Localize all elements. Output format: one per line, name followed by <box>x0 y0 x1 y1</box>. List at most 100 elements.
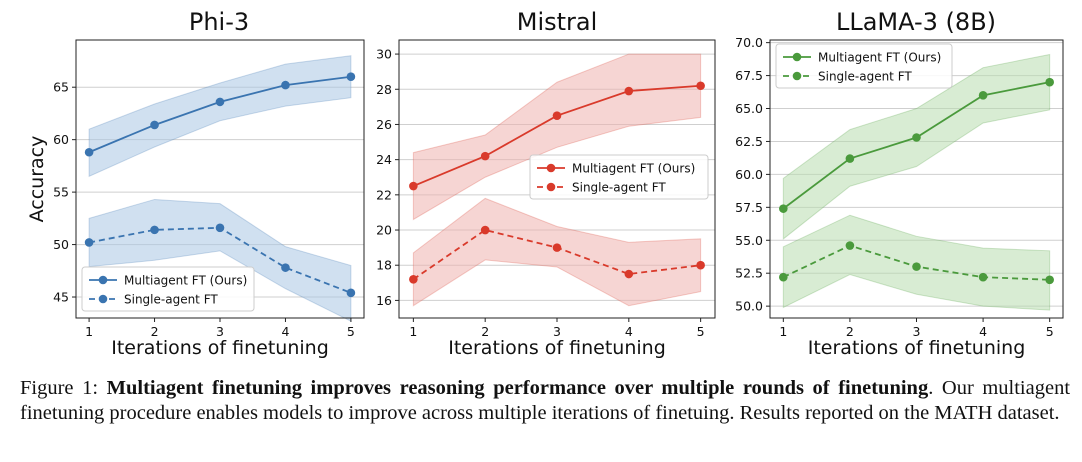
x-tick-label: 2 <box>846 324 854 339</box>
y-tick-label: 28 <box>376 82 392 97</box>
y-tick-label: 26 <box>376 117 392 132</box>
legend-label-2: Single-agent FT <box>572 181 666 195</box>
data-point <box>409 181 418 191</box>
legend-label-1: Multiagent FT (Ours) <box>818 51 941 65</box>
y-tick-label: 24 <box>376 152 392 167</box>
data-point <box>845 241 855 250</box>
legend-marker-1 <box>98 275 108 285</box>
data-point <box>150 120 159 130</box>
legend-marker-1 <box>792 52 802 62</box>
caption-text: . Our multiagent finetuning procedure en… <box>20 377 1071 424</box>
confidence-band-1 <box>412 53 702 221</box>
y-tick-label: 67.5 <box>735 68 763 83</box>
data-point <box>281 263 290 272</box>
x-tick-label: 3 <box>216 324 224 339</box>
x-tick-label: 1 <box>409 324 417 339</box>
x-tick-label: 1 <box>85 324 93 339</box>
data-point <box>552 243 562 252</box>
data-point <box>84 238 94 247</box>
legend-box <box>81 266 255 312</box>
legend-marker-2 <box>98 294 108 304</box>
data-point <box>346 288 356 298</box>
data-point <box>409 274 418 284</box>
data-point <box>1045 275 1054 285</box>
y-tick-label: 65 <box>53 80 69 95</box>
x-axis-label: Iterations of finetuning <box>808 337 1026 359</box>
x-axis-label: Iterations of finetuning <box>111 337 329 359</box>
x-tick-label: 4 <box>979 324 987 339</box>
data-point <box>779 204 788 213</box>
y-tick-label: 60 <box>53 132 69 147</box>
x-tick-label: 3 <box>913 324 921 339</box>
legend-box <box>775 43 953 89</box>
legend-marker-2 <box>546 182 556 192</box>
data-point <box>978 272 988 282</box>
x-tick-label: 5 <box>1046 324 1054 339</box>
y-tick-label: 16 <box>376 293 392 308</box>
y-tick-label: 62.5 <box>735 134 763 149</box>
y-tick-label: 52.5 <box>735 266 763 281</box>
data-point <box>696 81 705 91</box>
chart-title: LLaMA-3 (8B) <box>836 8 996 36</box>
x-tick-label: 4 <box>281 324 289 339</box>
data-point <box>845 154 855 163</box>
legend-label-2: Single-agent FT <box>818 70 912 84</box>
data-point <box>912 262 921 271</box>
legend-label-1: Multiagent FT (Ours) <box>124 274 247 288</box>
x-tick-label: 2 <box>151 324 159 339</box>
legend-box <box>529 154 709 200</box>
y-tick-label: 57.5 <box>735 200 763 215</box>
y-tick-label: 45 <box>53 290 69 305</box>
legend-marker-1 <box>546 163 556 173</box>
data-point <box>1045 77 1054 87</box>
x-axis-label: Iterations of finetuning <box>448 337 666 359</box>
data-point <box>480 151 490 161</box>
confidence-band-1 <box>782 53 1051 240</box>
data-point <box>281 80 290 90</box>
x-tick-label: 5 <box>347 324 355 339</box>
caption-bold: Multiagent finetuning improves reasoning… <box>106 377 929 399</box>
data-point <box>978 91 988 100</box>
data-point <box>624 269 634 279</box>
data-point <box>912 133 921 142</box>
y-tick-label: 20 <box>376 223 392 238</box>
confidence-band-1 <box>88 55 352 178</box>
data-point <box>779 272 788 282</box>
chart-3: 50.0 52.5 55.0 57.5 60.0 62.5 65.0 67.5 70.0 1 2 3 4… <box>735 8 1064 359</box>
x-tick-label: 2 <box>481 324 489 339</box>
data-point <box>215 97 225 107</box>
data-point <box>624 86 634 96</box>
data-point <box>84 147 94 157</box>
data-point <box>552 111 562 120</box>
chart-title: Phi-3 <box>189 8 249 36</box>
x-tick-label: 3 <box>553 324 561 339</box>
x-tick-label: 4 <box>625 324 633 339</box>
y-tick-label: 30 <box>376 47 392 62</box>
legend-marker-2 <box>792 71 802 81</box>
y-tick-label: 50.0 <box>735 299 763 314</box>
x-tick-label: 1 <box>779 324 787 339</box>
legend-label-2: Single-agent FT <box>124 293 218 307</box>
y-tick-label: 70.0 <box>735 35 763 50</box>
chart-2: 16 18 20 22 24 26 28 30 1 2 3 4 5 Mistral Iterations o… <box>376 8 716 359</box>
chart-title: Mistral <box>517 8 598 36</box>
data-point <box>696 260 705 270</box>
y-tick-label: 60.0 <box>735 167 763 182</box>
figure-caption: Figure 1: Multiagent finetuning improves… <box>20 376 1070 426</box>
data-point <box>215 223 225 233</box>
caption-label: Figure 1: <box>20 377 99 399</box>
y-tick-label: 65.0 <box>735 101 763 116</box>
legend-label-1: Multiagent FT (Ours) <box>572 162 695 176</box>
data-point <box>150 225 159 235</box>
x-tick-label: 5 <box>697 324 705 339</box>
y-axis-label: Accuracy <box>26 136 48 223</box>
y-tick-label: 22 <box>376 187 392 202</box>
data-point <box>346 72 356 82</box>
y-tick-label: 18 <box>376 258 392 273</box>
y-tick-label: 55 <box>53 185 69 200</box>
confidence-band-2 <box>412 197 702 307</box>
data-point <box>480 225 490 235</box>
y-tick-label: 55.0 <box>735 233 763 248</box>
